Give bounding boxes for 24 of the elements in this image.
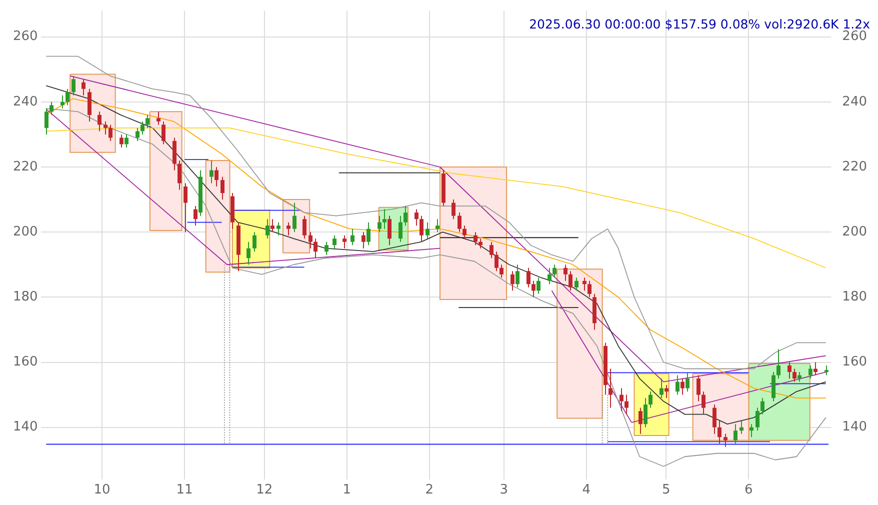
y-tick-label: 240	[12, 94, 38, 110]
x-tick-label: 2	[425, 482, 434, 498]
y-tick-label: 200	[12, 224, 38, 240]
x-tick-label: 12	[256, 482, 273, 498]
y2-tick-label: 220	[842, 159, 868, 174]
y2-tick-label: 180	[842, 290, 868, 305]
x-tick-label: 3	[500, 482, 508, 498]
y2-tick-label: 140	[842, 420, 868, 435]
y2-tick-label: 240	[842, 94, 868, 110]
y-tick-label: 220	[12, 159, 38, 174]
y-tick-label: 260	[12, 29, 38, 44]
y2-tick-label: 260	[842, 29, 868, 44]
x-tick-label: 10	[94, 482, 110, 498]
x-tick-label: 6	[744, 482, 753, 498]
text: 2025.06.30 00:00:00 $157.59 0.08% vol:2920.6K 1.2x	[529, 16, 870, 32]
y-tick-label: 140	[12, 420, 38, 435]
x-tick-label: 4	[582, 482, 590, 498]
y2-tick-label: 160	[842, 354, 868, 370]
x-tick-label: 1	[342, 482, 351, 498]
y-tick-label: 160	[12, 354, 38, 370]
x-tick-label: 11	[176, 482, 193, 498]
x-tick-label: 5	[662, 482, 670, 498]
y2-tick-label: 200	[842, 224, 868, 240]
y-tick-label: 180	[12, 290, 38, 305]
